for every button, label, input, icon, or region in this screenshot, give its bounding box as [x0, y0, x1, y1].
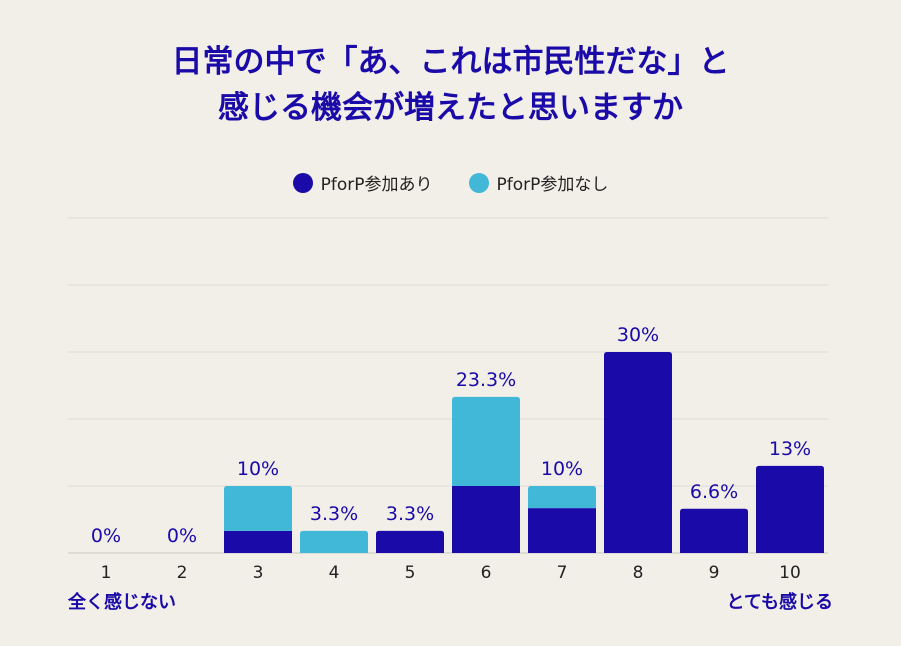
legend-item-without-pforp: PforP参加なし — [468, 170, 609, 195]
bar-segment-5-with — [376, 530, 444, 553]
legend: PforP参加あり PforP参加なし — [0, 170, 901, 195]
bar-segment-7-with — [528, 508, 596, 553]
x-tick-label: 5 — [405, 563, 416, 583]
data-label: 23.3% — [456, 369, 516, 391]
bar-segment-7-without — [528, 486, 596, 509]
bar-segment-6-without — [452, 396, 520, 486]
scale-low-label: 全く感じない — [68, 592, 176, 613]
x-tick-label: 3 — [253, 563, 264, 583]
chart-title-line-1: 日常の中で「あ、これは市民性だな」と — [171, 44, 730, 80]
scale-high-label: とても感じる — [726, 592, 833, 613]
bar-segment-9-with — [680, 508, 748, 553]
bar-segment-3-with — [224, 530, 292, 553]
chart-title-line-2: 感じる機会が増えたと思いますか — [218, 90, 683, 126]
bar-segment-10-with — [756, 465, 824, 553]
legend-swatch-with — [292, 172, 313, 193]
x-tick-label: 8 — [633, 563, 644, 583]
data-label: 6.6% — [690, 481, 738, 503]
x-tick-label: 7 — [557, 563, 568, 583]
bar-segment-4-without — [300, 530, 368, 553]
data-label: 13% — [769, 438, 811, 460]
data-label: 0% — [91, 525, 121, 547]
x-tick-label: 2 — [177, 563, 188, 583]
x-tick-label: 9 — [709, 563, 720, 583]
data-label: 0% — [167, 525, 197, 547]
bar-segment-6-with — [452, 486, 520, 553]
legend-item-with-pforp: PforP参加あり — [292, 170, 433, 195]
x-tick-label: 1 — [101, 563, 112, 583]
data-label: 3.3% — [310, 503, 358, 525]
bar-segment-3-without — [224, 486, 292, 531]
data-label: 10% — [237, 458, 279, 480]
x-tick-label: 6 — [481, 563, 492, 583]
legend-label-without: PforP参加なし — [496, 175, 609, 195]
data-label: 10% — [541, 458, 583, 480]
legend-swatch-without — [468, 172, 489, 193]
bar-segment-8-with — [604, 352, 672, 553]
data-label: 3.3% — [386, 503, 434, 525]
x-tick-label: 4 — [329, 563, 340, 583]
legend-label-with: PforP参加あり — [320, 175, 433, 195]
data-label: 30% — [617, 324, 659, 346]
x-tick-label: 10 — [779, 563, 801, 583]
